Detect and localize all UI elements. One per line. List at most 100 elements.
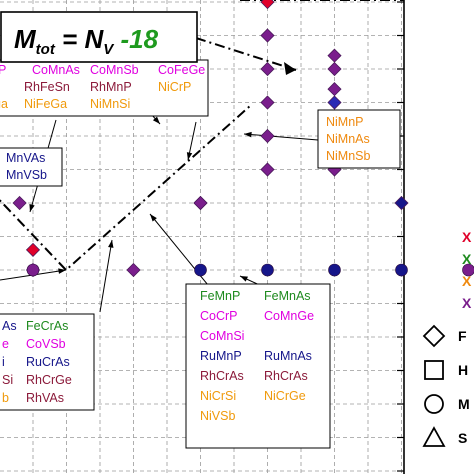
label-box-entry: NiFeGa bbox=[24, 97, 67, 111]
label-box-frame bbox=[185, 283, 331, 449]
label-box-entry: RhVAs bbox=[26, 391, 64, 405]
label-box-frame bbox=[0, 313, 95, 411]
data-point-diamond bbox=[327, 95, 342, 110]
data-point-circle bbox=[328, 263, 341, 277]
formula-mid: = N bbox=[55, 24, 105, 54]
formula-box-frame bbox=[0, 11, 198, 63]
label-box-right: NiMnP NiMnAs NiMnSb bbox=[317, 109, 401, 169]
label-box-entry: FeCrAs bbox=[26, 319, 68, 333]
data-point-circle bbox=[194, 263, 207, 277]
label-box-entry: CoMnSi bbox=[200, 329, 244, 343]
label-box-entry: b bbox=[2, 391, 9, 405]
label-box-entry: NiMnAs bbox=[326, 132, 370, 146]
annotation-arrow-head bbox=[186, 152, 193, 160]
label-box-entry: CoMnSb bbox=[90, 63, 139, 77]
label-box-entry: e bbox=[2, 337, 9, 351]
label-box-entry: NiMnSb bbox=[326, 149, 371, 163]
label-box-entry: RuMnAs bbox=[264, 349, 312, 363]
label-box-entry: NiCrP bbox=[158, 80, 191, 94]
formula-tail: -18 bbox=[113, 24, 158, 54]
label-box-frame bbox=[0, 59, 209, 117]
data-point-circle bbox=[395, 263, 408, 277]
label-boxes: P CoMnAs CoMnSb CoFeGe RhFeSn RhMnP NiCrP ga NiF… bbox=[0, 59, 401, 449]
data-point-diamond bbox=[260, 128, 275, 144]
annotation-arrow-head bbox=[58, 268, 66, 274]
label-box-entry: ga bbox=[0, 97, 8, 111]
formula-prefix: M bbox=[14, 24, 37, 54]
label-box-entry: RuMnP bbox=[200, 349, 242, 363]
data-point-diamond bbox=[260, 28, 275, 43]
label-box-entry: Si bbox=[2, 373, 13, 387]
data-point-diamond bbox=[126, 262, 141, 278]
annotation-arrow bbox=[243, 133, 319, 141]
label-box-top: P CoMnAs CoMnSb CoFeGe RhFeSn RhMnP NiCrP ga NiF… bbox=[0, 59, 209, 117]
label-box-entry: CoVSb bbox=[26, 337, 66, 351]
label-box-entry: RhCrGe bbox=[26, 373, 72, 387]
formula-text: Mtot = NV -18 bbox=[14, 24, 159, 58]
guide-line-slope-down bbox=[195, 37, 297, 71]
legend-shape-label: S bbox=[458, 430, 467, 446]
label-box-entry: CoCrP bbox=[200, 309, 238, 323]
data-point-diamond bbox=[193, 195, 208, 211]
formula-box: Mtot = NV -18 bbox=[0, 11, 198, 63]
legend-series-marker: X bbox=[462, 229, 472, 245]
label-box-entry: NiMnP bbox=[326, 115, 364, 129]
annotation-arrow-head bbox=[108, 240, 114, 248]
annotation-arrow-head bbox=[29, 204, 35, 212]
legend-circle-icon bbox=[424, 394, 444, 414]
label-box-entry: MnVAs bbox=[6, 151, 45, 165]
data-point-diamond bbox=[327, 61, 342, 77]
label-box-entry: CoMnAs bbox=[32, 63, 80, 77]
data-point-diamond bbox=[25, 242, 41, 257]
legend-shape-label: F bbox=[458, 328, 467, 344]
label-box-entry: RuCrAs bbox=[26, 355, 70, 369]
data-point-diamond bbox=[327, 48, 342, 63]
label-box-frame bbox=[317, 109, 401, 169]
formula-sub-v: V bbox=[103, 41, 115, 58]
label-box-entry: MnVSb bbox=[6, 168, 47, 182]
label-box-entry: RhFeSn bbox=[24, 80, 70, 94]
data-point-diamond bbox=[260, 61, 275, 77]
label-box-entry: RhCrAs bbox=[264, 369, 308, 383]
data-points bbox=[12, 0, 474, 278]
data-point-diamond bbox=[260, 0, 275, 10]
annotation-arrow-head bbox=[152, 116, 160, 124]
guide-lines bbox=[0, 0, 404, 272]
legend-shape-label: M bbox=[458, 396, 470, 412]
data-point-diamond bbox=[260, 162, 275, 177]
legend-shape-diamond: F bbox=[422, 324, 467, 348]
legend-shape-circle: M bbox=[424, 394, 470, 414]
guide-line-slope-up bbox=[0, 105, 251, 272]
label-box-entry: RhMnP bbox=[90, 80, 132, 94]
label-box-bottom-right: FeMnP FeMnAs CoCrP CoMnGe CoMnSi RuMnP RuMnAs R… bbox=[185, 283, 331, 449]
label-box-mid-left: MnVAs MnVSb bbox=[0, 147, 63, 187]
annotation-arrow-head bbox=[244, 131, 252, 138]
legend-series-marker: X bbox=[462, 251, 472, 267]
label-box-entry: NiMnSi bbox=[90, 97, 130, 111]
data-point-circle bbox=[462, 263, 474, 277]
label-box-frame bbox=[0, 147, 63, 187]
label-box-entry: CoMnGe bbox=[264, 309, 314, 323]
data-point-diamond bbox=[12, 195, 27, 211]
label-box-entry: NiCrGe bbox=[264, 389, 306, 403]
label-box-entry: RhCrAs bbox=[200, 369, 244, 383]
data-point-circle bbox=[26, 263, 40, 277]
plot-frame bbox=[397, 0, 405, 474]
annotation-arrow bbox=[99, 239, 113, 313]
data-point-diamond bbox=[327, 82, 342, 97]
legend-series-marker: X bbox=[462, 295, 472, 311]
label-box-entry: NiCrSi bbox=[200, 389, 236, 403]
label-box-entry: FeMnP bbox=[200, 289, 240, 303]
annotation-arrow-head bbox=[240, 276, 248, 282]
legend-diamond-icon bbox=[422, 324, 446, 348]
legend-square-icon bbox=[424, 360, 444, 380]
guide-arrow-head bbox=[284, 62, 296, 75]
label-box-bottom-left: As FeCrAs e CoVSb i RuCrAs Si RhCrGe b RhVAs bbox=[0, 313, 95, 411]
legend-shape-square: H bbox=[424, 360, 468, 380]
label-box-entry: P bbox=[0, 63, 6, 77]
legend-shape-label: H bbox=[458, 362, 468, 378]
legend-shape-triangle: S bbox=[422, 426, 467, 447]
label-box-entry: CoFeGe bbox=[158, 63, 205, 77]
